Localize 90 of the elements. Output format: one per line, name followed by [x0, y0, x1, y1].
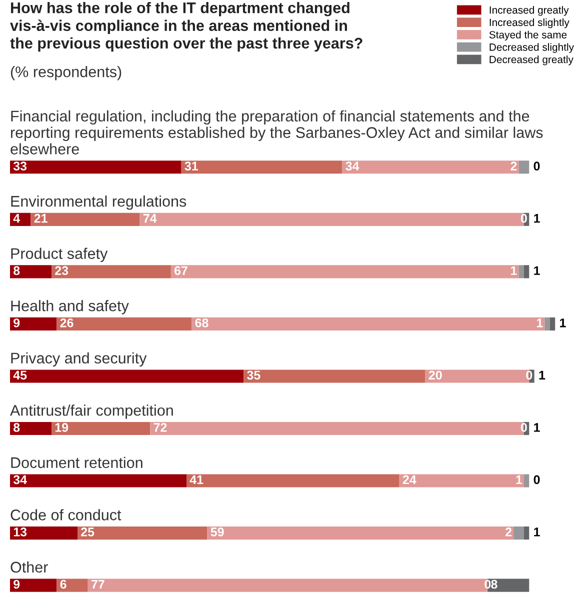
data-label: 77 — [92, 580, 104, 589]
bar — [207, 526, 514, 540]
bar — [77, 526, 208, 540]
chart-subtitle: (% respondents) — [10, 66, 122, 80]
y-tick-label: Product safety — [11, 248, 108, 262]
data-label: 21 — [34, 214, 48, 223]
data-label: 59 — [210, 528, 224, 536]
bar — [56, 317, 192, 330]
legend-label: Decreased slightly — [490, 43, 574, 53]
y-tick-label: Document retention — [11, 456, 142, 468]
legend-label: Stayed the same — [489, 30, 567, 41]
bar — [186, 474, 400, 488]
data-label: 1 — [534, 214, 540, 223]
data-label: 1 — [539, 370, 546, 380]
data-label: 6 — [60, 580, 66, 589]
bar — [10, 265, 52, 278]
y-tick-label: Antitrust/fair competition — [10, 404, 173, 419]
data-label: 68 — [195, 318, 208, 328]
data-label: 4 — [13, 214, 20, 223]
data-label: 1 — [534, 423, 540, 432]
bar — [524, 526, 530, 540]
bar — [10, 370, 244, 383]
bar — [56, 578, 88, 592]
data-label: 2 — [510, 162, 517, 170]
data-label: 31 — [184, 162, 198, 171]
data-label: 0 — [534, 475, 540, 484]
bar — [30, 212, 140, 226]
data-label: 26 — [60, 318, 74, 328]
bar — [342, 160, 519, 174]
data-label: 1 — [536, 318, 543, 328]
bar — [170, 265, 519, 278]
data-label: 1 — [560, 318, 566, 328]
bar — [10, 422, 52, 436]
data-label: 13 — [14, 528, 27, 536]
y-tick-label: Financial regulation, including the preparation of financial statements and the reporting requirements established by the Sarbanes-Oxley Act and similar laws elsewhere — [10, 110, 543, 154]
bar — [10, 578, 57, 592]
data-label: 34 — [346, 162, 360, 171]
bar — [524, 265, 530, 278]
bar — [181, 160, 342, 174]
data-label: 25 — [81, 528, 94, 536]
data-label: 1 — [534, 266, 540, 275]
y-tick-label: Environmental regulations — [11, 196, 186, 210]
chart-title: How has the role of the IT department changed vis-à-vis compliance in the areas mentioned in the previous question over the past three years? — [10, 2, 362, 52]
data-label: 33 — [13, 162, 27, 171]
data-label: 20 — [428, 370, 442, 380]
bar — [518, 265, 524, 278]
bar — [192, 317, 545, 330]
bar — [10, 474, 187, 488]
data-label: 2 — [505, 528, 512, 536]
y-tick-label: Other — [10, 561, 48, 573]
data-label: 0 — [520, 214, 527, 223]
data-label: 8 — [491, 580, 498, 589]
bar — [544, 317, 550, 330]
data-label: 24 — [402, 475, 416, 484]
data-label: 8 — [14, 423, 20, 432]
data-label: 74 — [143, 214, 157, 223]
bar — [10, 160, 182, 174]
data-label: 1 — [516, 475, 522, 484]
bar — [52, 265, 171, 278]
bar — [52, 422, 150, 436]
legend-label: Increased greatly — [490, 6, 569, 16]
data-label: 23 — [55, 266, 68, 276]
data-label: 0 — [520, 423, 527, 432]
data-label: 9 — [14, 580, 20, 589]
data-label: 0 — [534, 162, 540, 170]
data-label: 35 — [247, 370, 260, 380]
bar — [10, 212, 31, 226]
legend-label: Increased slightly — [490, 18, 570, 28]
data-label: 72 — [154, 423, 167, 432]
y-tick-label: Privacy and security — [11, 352, 147, 367]
data-label: 9 — [14, 318, 20, 328]
data-label: 19 — [55, 423, 68, 432]
data-label: 1 — [534, 528, 540, 536]
bar — [514, 526, 524, 540]
bar — [10, 317, 57, 330]
y-tick-label: Health and safety — [11, 300, 129, 314]
data-label: 34 — [13, 475, 27, 484]
data-label: 45 — [13, 370, 27, 380]
bar — [518, 160, 530, 174]
data-label: 1 — [511, 266, 517, 275]
data-label: 8 — [14, 266, 20, 276]
data-label: 67 — [174, 266, 188, 276]
bar — [399, 474, 524, 488]
bar — [10, 526, 78, 540]
legend-label: Decreased greatly — [490, 56, 574, 66]
bar — [524, 474, 530, 488]
data-label: 41 — [190, 475, 204, 484]
bar — [244, 370, 426, 383]
bar — [550, 317, 556, 330]
y-tick-label: Code of conduct — [10, 509, 122, 520]
